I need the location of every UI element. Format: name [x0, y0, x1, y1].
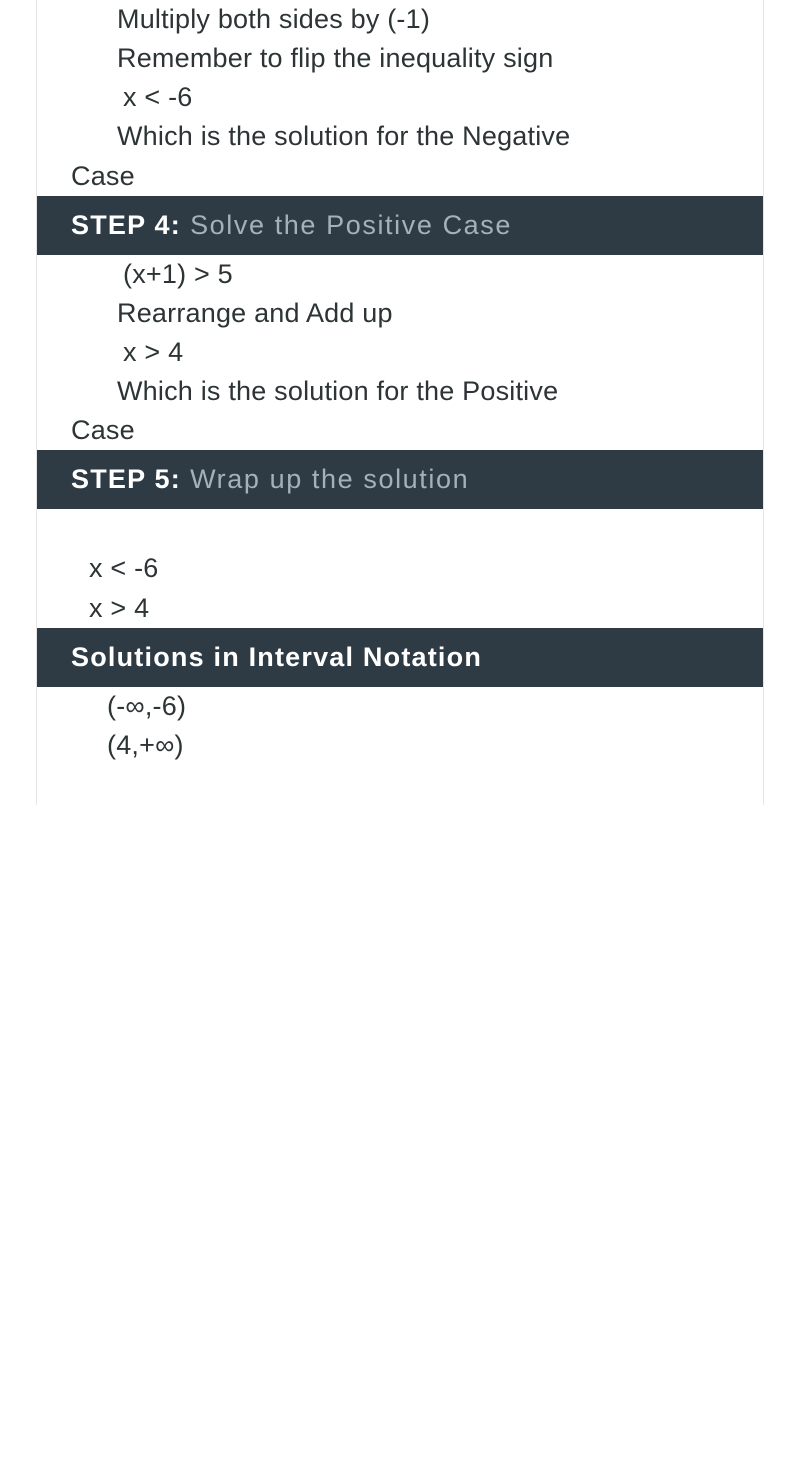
step4-header: STEP 4: Solve the Positive Case: [37, 196, 763, 255]
intro-line-2: Remember to flip the inequality sign: [71, 39, 729, 78]
step4-title: Solve the Positive Case: [190, 210, 512, 240]
interval-header: Solutions in Interval Notation: [37, 628, 763, 687]
step4-line2b: Case: [71, 411, 729, 450]
intro-line-4a: Which is the solution for the Negative: [71, 117, 729, 156]
step4-eq2: x > 4: [71, 333, 729, 372]
step4-line2a: Which is the solution for the Positive: [71, 372, 729, 411]
solution-card: Multiply both sides by (-1) Remember to …: [36, 0, 764, 805]
step4-eq1: (x+1) > 5: [71, 255, 729, 294]
intro-line-4b: Case: [71, 157, 729, 196]
step5-title: Wrap up the solution: [190, 464, 469, 494]
step5-eq2: x > 4: [71, 589, 729, 628]
intro-block: Multiply both sides by (-1) Remember to …: [37, 0, 763, 196]
step5-eq1: x < -6: [71, 549, 729, 588]
step4-block: (x+1) > 5 Rearrange and Add up x > 4 Whi…: [37, 255, 763, 451]
step5-label: STEP 5:: [71, 464, 181, 494]
step4-label: STEP 4:: [71, 210, 181, 240]
intro-eq: x < -6: [71, 78, 729, 117]
interval-title: Solutions in Interval Notation: [71, 642, 482, 672]
interval-block: (-∞,-6) (4,+∞): [37, 687, 763, 765]
intro-line-1: Multiply both sides by (-1): [71, 0, 729, 39]
step4-line1: Rearrange and Add up: [71, 294, 729, 333]
interval-sol2: (4,+∞): [71, 726, 729, 765]
page: Multiply both sides by (-1) Remember to …: [0, 0, 800, 1459]
interval-sol1: (-∞,-6): [71, 687, 729, 726]
step5-block: x < -6 x > 4: [37, 549, 763, 627]
step5-header: STEP 5: Wrap up the solution: [37, 450, 763, 509]
